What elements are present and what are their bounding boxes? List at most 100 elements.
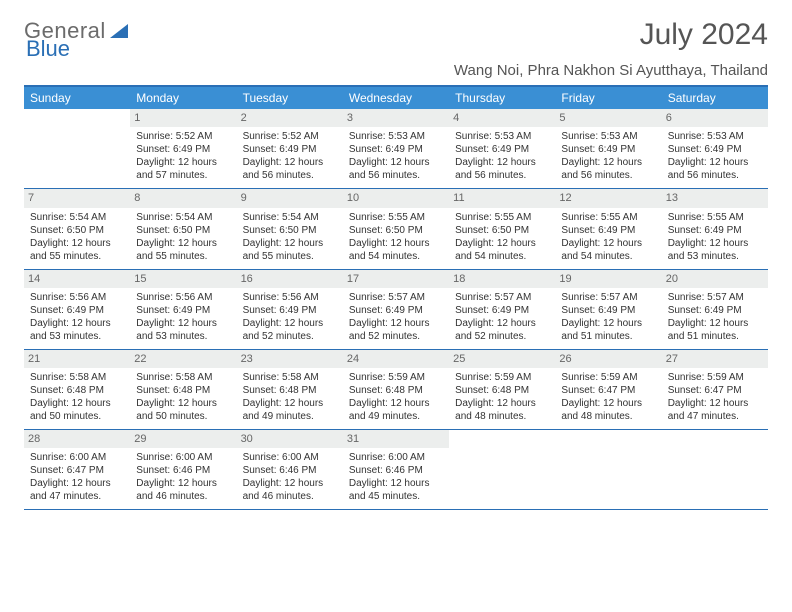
day1-text: Daylight: 12 hours <box>561 397 655 410</box>
day-header: Monday <box>130 87 236 109</box>
sunset-text: Sunset: 6:48 PM <box>349 384 443 397</box>
sunset-text: Sunset: 6:49 PM <box>30 304 124 317</box>
day2-text: and 45 minutes. <box>349 490 443 503</box>
sunrise-text: Sunrise: 5:54 AM <box>30 211 124 224</box>
day-number: 20 <box>662 270 768 288</box>
day2-text: and 46 minutes. <box>243 490 337 503</box>
day-number: 12 <box>555 189 661 207</box>
day1-text: Daylight: 12 hours <box>136 477 230 490</box>
day2-text: and 49 minutes. <box>349 410 443 423</box>
day2-text: and 56 minutes. <box>349 169 443 182</box>
day-number: 14 <box>24 270 130 288</box>
calendar-cell: 8Sunrise: 5:54 AMSunset: 6:50 PMDaylight… <box>130 189 236 268</box>
sunset-text: Sunset: 6:49 PM <box>668 224 762 237</box>
sunrise-text: Sunrise: 5:59 AM <box>668 371 762 384</box>
calendar-week: 28Sunrise: 6:00 AMSunset: 6:47 PMDayligh… <box>24 430 768 510</box>
calendar-cell: 10Sunrise: 5:55 AMSunset: 6:50 PMDayligh… <box>343 189 449 268</box>
sunset-text: Sunset: 6:47 PM <box>30 464 124 477</box>
day2-text: and 51 minutes. <box>668 330 762 343</box>
sunrise-text: Sunrise: 5:55 AM <box>349 211 443 224</box>
day-number: 21 <box>24 350 130 368</box>
day2-text: and 54 minutes. <box>349 250 443 263</box>
calendar-cell <box>24 109 130 188</box>
sunset-text: Sunset: 6:49 PM <box>561 143 655 156</box>
day1-text: Daylight: 12 hours <box>30 237 124 250</box>
day-header: Friday <box>555 87 661 109</box>
calendar-cell: 16Sunrise: 5:56 AMSunset: 6:49 PMDayligh… <box>237 270 343 349</box>
sunset-text: Sunset: 6:49 PM <box>455 143 549 156</box>
location-text: Wang Noi, Phra Nakhon Si Ayutthaya, Thai… <box>24 62 768 79</box>
sunset-text: Sunset: 6:50 PM <box>243 224 337 237</box>
day1-text: Daylight: 12 hours <box>30 477 124 490</box>
calendar-cell: 5Sunrise: 5:53 AMSunset: 6:49 PMDaylight… <box>555 109 661 188</box>
calendar-cell: 31Sunrise: 6:00 AMSunset: 6:46 PMDayligh… <box>343 430 449 509</box>
day1-text: Daylight: 12 hours <box>668 237 762 250</box>
day1-text: Daylight: 12 hours <box>136 397 230 410</box>
day-number: 22 <box>130 350 236 368</box>
day2-text: and 54 minutes. <box>455 250 549 263</box>
day1-text: Daylight: 12 hours <box>668 156 762 169</box>
sunset-text: Sunset: 6:47 PM <box>561 384 655 397</box>
day-number: 16 <box>237 270 343 288</box>
calendar-cell: 13Sunrise: 5:55 AMSunset: 6:49 PMDayligh… <box>662 189 768 268</box>
day1-text: Daylight: 12 hours <box>349 317 443 330</box>
sunrise-text: Sunrise: 5:54 AM <box>136 211 230 224</box>
day-number: 5 <box>555 109 661 127</box>
day-number: 4 <box>449 109 555 127</box>
sunrise-text: Sunrise: 5:59 AM <box>349 371 443 384</box>
calendar-cell <box>449 430 555 509</box>
sunset-text: Sunset: 6:49 PM <box>136 143 230 156</box>
day1-text: Daylight: 12 hours <box>668 397 762 410</box>
day-number: 10 <box>343 189 449 207</box>
day1-text: Daylight: 12 hours <box>30 317 124 330</box>
day2-text: and 56 minutes. <box>561 169 655 182</box>
day-number: 30 <box>237 430 343 448</box>
day-number: 18 <box>449 270 555 288</box>
sunset-text: Sunset: 6:50 PM <box>455 224 549 237</box>
day2-text: and 47 minutes. <box>30 490 124 503</box>
calendar-cell: 18Sunrise: 5:57 AMSunset: 6:49 PMDayligh… <box>449 270 555 349</box>
logo-triangle-icon <box>110 24 128 38</box>
sunset-text: Sunset: 6:49 PM <box>561 224 655 237</box>
day2-text: and 53 minutes. <box>30 330 124 343</box>
calendar-cell: 14Sunrise: 5:56 AMSunset: 6:49 PMDayligh… <box>24 270 130 349</box>
day-number: 19 <box>555 270 661 288</box>
calendar-cell: 28Sunrise: 6:00 AMSunset: 6:47 PMDayligh… <box>24 430 130 509</box>
sunrise-text: Sunrise: 5:55 AM <box>668 211 762 224</box>
calendar-week: 14Sunrise: 5:56 AMSunset: 6:49 PMDayligh… <box>24 270 768 350</box>
day1-text: Daylight: 12 hours <box>243 237 337 250</box>
calendar-cell: 19Sunrise: 5:57 AMSunset: 6:49 PMDayligh… <box>555 270 661 349</box>
sunrise-text: Sunrise: 5:55 AM <box>455 211 549 224</box>
day2-text: and 49 minutes. <box>243 410 337 423</box>
sunset-text: Sunset: 6:48 PM <box>30 384 124 397</box>
day-number: 3 <box>343 109 449 127</box>
day1-text: Daylight: 12 hours <box>455 156 549 169</box>
day2-text: and 46 minutes. <box>136 490 230 503</box>
sunset-text: Sunset: 6:49 PM <box>243 143 337 156</box>
sunrise-text: Sunrise: 5:59 AM <box>455 371 549 384</box>
calendar-cell: 6Sunrise: 5:53 AMSunset: 6:49 PMDaylight… <box>662 109 768 188</box>
calendar-cell: 30Sunrise: 6:00 AMSunset: 6:46 PMDayligh… <box>237 430 343 509</box>
day2-text: and 48 minutes. <box>561 410 655 423</box>
day2-text: and 52 minutes. <box>349 330 443 343</box>
sunrise-text: Sunrise: 6:00 AM <box>243 451 337 464</box>
calendar-cell: 17Sunrise: 5:57 AMSunset: 6:49 PMDayligh… <box>343 270 449 349</box>
day2-text: and 56 minutes. <box>455 169 549 182</box>
sunrise-text: Sunrise: 5:52 AM <box>136 130 230 143</box>
day2-text: and 56 minutes. <box>243 169 337 182</box>
day2-text: and 55 minutes. <box>243 250 337 263</box>
calendar-cell: 21Sunrise: 5:58 AMSunset: 6:48 PMDayligh… <box>24 350 130 429</box>
day2-text: and 55 minutes. <box>136 250 230 263</box>
sunset-text: Sunset: 6:46 PM <box>243 464 337 477</box>
sunset-text: Sunset: 6:48 PM <box>136 384 230 397</box>
sunset-text: Sunset: 6:50 PM <box>349 224 443 237</box>
calendar-cell: 27Sunrise: 5:59 AMSunset: 6:47 PMDayligh… <box>662 350 768 429</box>
day-number: 8 <box>130 189 236 207</box>
day-number: 31 <box>343 430 449 448</box>
day2-text: and 53 minutes. <box>136 330 230 343</box>
day1-text: Daylight: 12 hours <box>136 237 230 250</box>
day1-text: Daylight: 12 hours <box>561 317 655 330</box>
calendar: Sunday Monday Tuesday Wednesday Thursday… <box>24 85 768 510</box>
calendar-cell: 26Sunrise: 5:59 AMSunset: 6:47 PMDayligh… <box>555 350 661 429</box>
calendar-cell: 29Sunrise: 6:00 AMSunset: 6:46 PMDayligh… <box>130 430 236 509</box>
